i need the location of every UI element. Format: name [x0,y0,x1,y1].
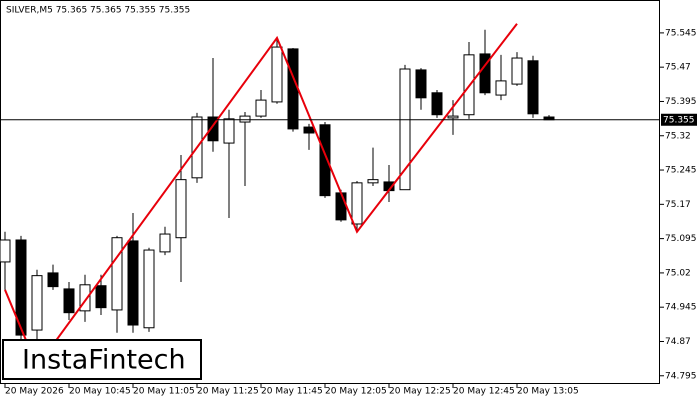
x-tick-label: 20 May 11:05 [133,387,195,397]
candle-body [335,192,347,221]
candle-body [319,124,331,197]
y-tick-label: 75.545 [665,28,697,38]
x-tick-label: 20 May 12:25 [389,387,451,397]
x-tick-label: 20 May 11:25 [197,387,259,397]
candle-body [47,272,59,288]
candle-body [95,285,107,309]
candle-body [31,275,43,331]
candle-body [351,182,363,225]
x-tick-label: 20 May 13:05 [517,387,579,397]
candle-body [271,46,283,103]
candle-body [367,179,379,184]
x-tick-label: 20 May 10:45 [69,387,131,397]
y-tick-label: 74.945 [665,303,697,313]
current-price-label: 75.355 [663,115,695,125]
candle-body [239,115,251,123]
candle-body [63,288,75,314]
candle-body [143,249,155,329]
logo-box [2,339,202,380]
candle-body [0,239,11,263]
y-tick-label: 74.87 [665,337,691,347]
x-tick-label: 20 May 11:45 [261,387,323,397]
candle-body [431,92,443,116]
candle-body [511,57,523,85]
y-tick-label: 75.395 [665,97,697,107]
logo: InstaFintech [22,345,186,376]
candle-body [79,284,91,312]
y-tick-label: 75.32 [665,131,691,141]
candle-body [111,237,123,311]
x-tick-label: 20 May 12:05 [325,387,387,397]
candle-body [447,115,459,119]
x-tick-label: 20 May 2026 [5,387,64,397]
candle-body [415,69,427,99]
candle-body [159,233,171,253]
y-tick-label: 75.02 [665,268,691,278]
candle-body [399,68,411,191]
candle-body [207,116,219,142]
y-tick-label: 75.17 [665,200,691,210]
y-tick-label: 75.245 [665,166,697,176]
candle-body [287,48,299,130]
candle-body [527,60,539,115]
y-tick-label: 74.795 [665,371,697,381]
candle-body [15,239,27,336]
candle-body [223,118,235,144]
x-tick-label: 20 May 12:45 [453,387,515,397]
y-tick-label: 75.095 [665,234,697,244]
current-price-box [661,113,697,126]
candle-body [175,179,187,239]
chart-title: SILVER,M5 75.365 75.365 75.355 75.355 [6,6,190,16]
candle-body [303,126,315,134]
candle-body [127,240,139,326]
candle-body [495,80,507,96]
candle-body [255,99,267,117]
y-tick-label: 75.47 [665,63,691,73]
